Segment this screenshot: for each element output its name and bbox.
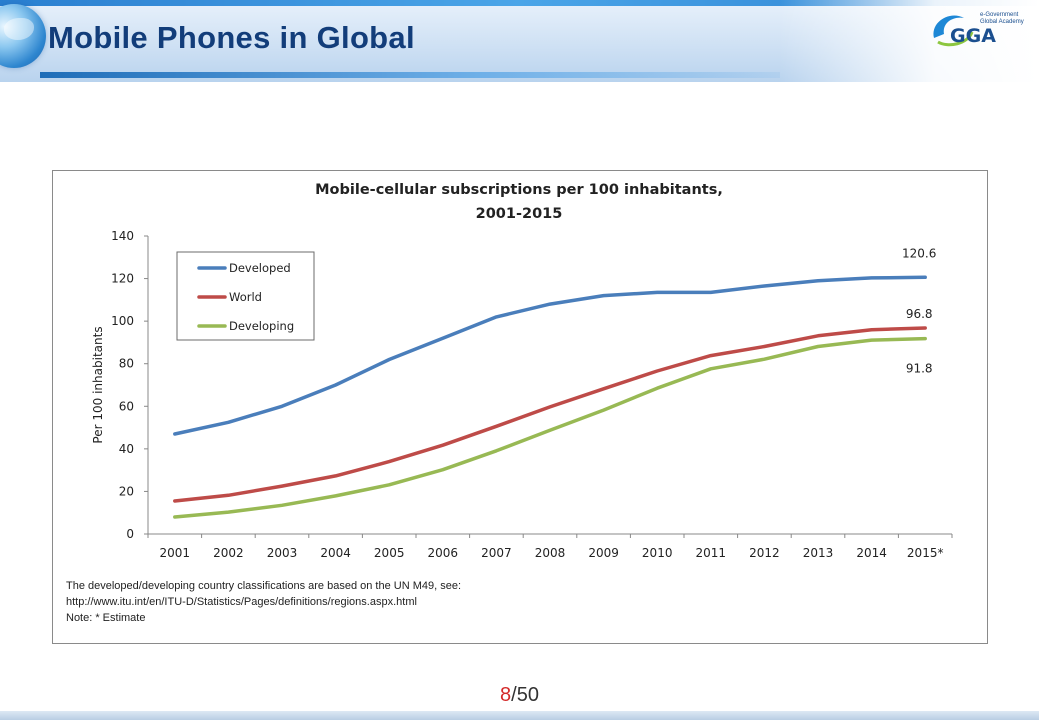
- legend-label-developed: Developed: [229, 261, 291, 275]
- chart-end-labels: 120.6 96.8 91.8: [902, 246, 936, 375]
- footer-bar: [0, 711, 1039, 720]
- x-tick-label: 2005: [374, 546, 405, 560]
- x-tick-label: 2004: [320, 546, 351, 560]
- legend-label-world: World: [229, 290, 262, 304]
- x-tick-label: 2014: [856, 546, 887, 560]
- x-tick-label: 2011: [696, 546, 727, 560]
- end-label-developed: 120.6: [902, 246, 936, 260]
- series-line-world: [173, 326, 927, 503]
- y-tick-label: 60: [119, 399, 134, 413]
- header-banner: [0, 0, 1039, 82]
- y-tick-label: 20: [119, 484, 134, 498]
- chart-axes: 0 20 40 60 80 100 120 140 2001 2002 2003 2004 2005 20…: [111, 229, 953, 560]
- y-tick-label: 0: [126, 527, 134, 541]
- x-tick-label: 2003: [267, 546, 298, 560]
- x-tick-label: 2006: [428, 546, 459, 560]
- chart-frame: [52, 170, 988, 644]
- y-tick-label: 40: [119, 442, 134, 456]
- logo-subtitle: e-Government Global Academy: [980, 12, 1024, 25]
- legend-label-developing: Developing: [229, 319, 294, 333]
- chart-legend: Developed World Developing: [176, 251, 315, 341]
- gga-logo-icon: GGA: [933, 15, 996, 47]
- chart-title-line1: Mobile-cellular subscriptions per 100 in…: [315, 182, 723, 198]
- x-tick-label: 2008: [535, 546, 566, 560]
- y-tick-label: 80: [119, 357, 134, 371]
- logo-text: GGA: [950, 25, 996, 47]
- end-label-developing: 91.8: [906, 362, 933, 376]
- x-tick-label: 2013: [803, 546, 834, 560]
- chart-title-line2: 2001-2015: [475, 206, 563, 222]
- y-tick-label: 120: [111, 272, 134, 286]
- end-label-world: 96.8: [906, 307, 933, 321]
- header-fade: [779, 0, 1039, 82]
- x-tick-label: 2007: [481, 546, 512, 560]
- x-tick-label: 2001: [160, 546, 191, 560]
- y-axis-label: Per 100 inhabitants: [91, 326, 105, 443]
- chart-lines: [173, 275, 927, 519]
- note-estimate: Note: * Estimate: [66, 612, 146, 624]
- x-tick-label: 2015*: [907, 546, 944, 560]
- title-underline: [40, 72, 780, 78]
- page-counter: 8/50: [0, 684, 1039, 707]
- y-tick-label: 140: [111, 229, 134, 243]
- note-classification: The developed/developing country classif…: [66, 580, 462, 592]
- x-tick-label: 2002: [213, 546, 244, 560]
- total-pages: /50: [511, 684, 539, 706]
- x-tick-label: 2010: [642, 546, 673, 560]
- y-tick-label: 100: [111, 314, 134, 328]
- chart-notes: The developed/developing country classif…: [66, 578, 946, 626]
- note-source-url: http://www.itu.int/en/ITU-D/Statistics/P…: [66, 596, 417, 608]
- x-tick-label: 2009: [588, 546, 619, 560]
- x-tick-label: 2012: [749, 546, 780, 560]
- series-line-developed: [173, 275, 927, 436]
- page-title: Mobile Phones in Global: [48, 20, 415, 55]
- current-page: 8: [500, 684, 512, 706]
- header-top-stripe: [0, 0, 1039, 6]
- series-line-developing: [173, 336, 927, 519]
